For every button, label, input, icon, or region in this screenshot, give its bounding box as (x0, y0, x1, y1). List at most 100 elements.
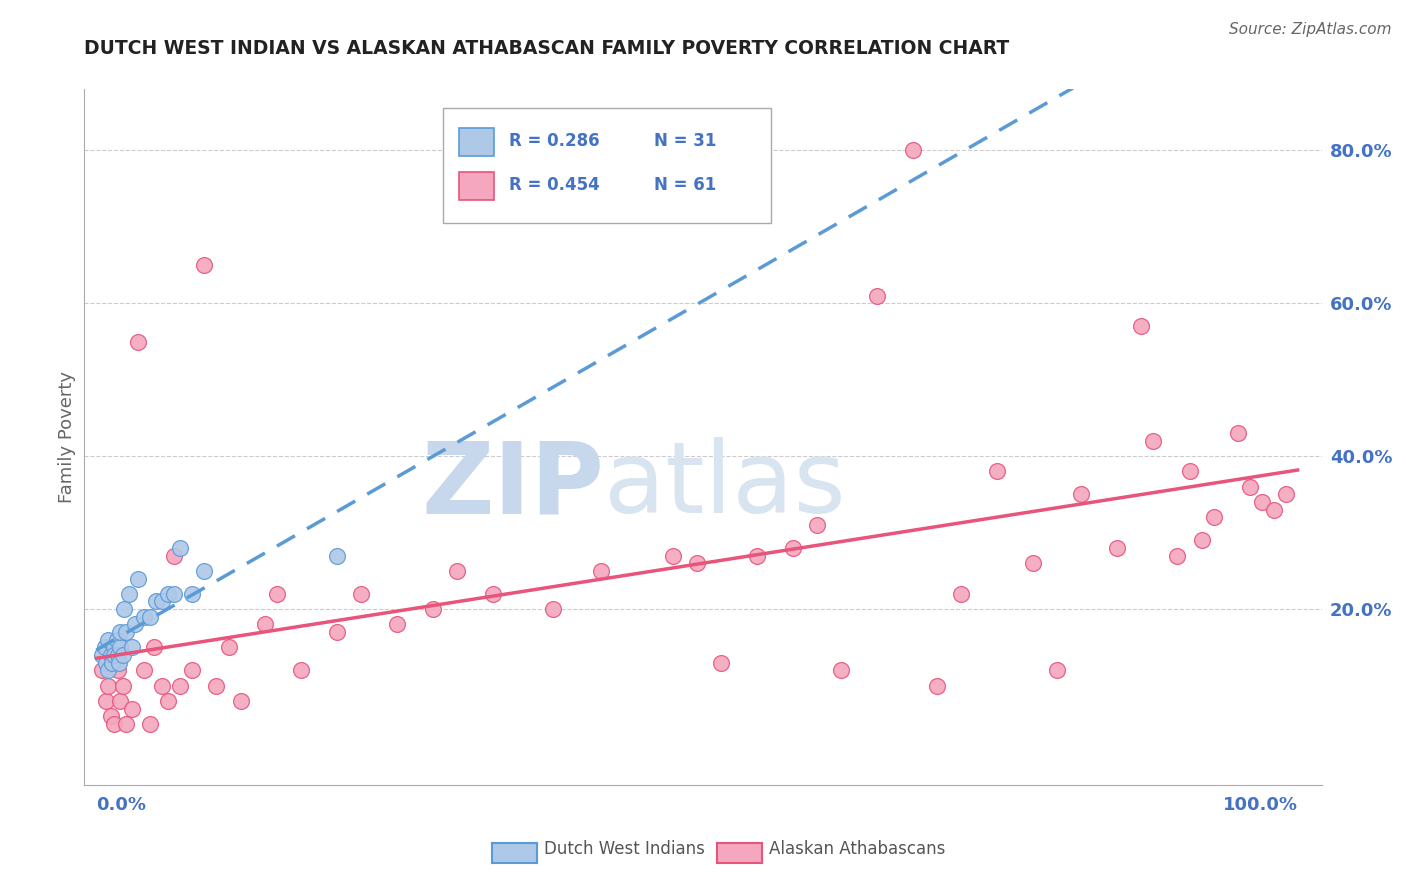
Text: Source: ZipAtlas.com: Source: ZipAtlas.com (1229, 22, 1392, 37)
Point (710, 656, 733, 670)
Point (139, 716, 162, 731)
Point (541, 602, 564, 616)
Point (350, 587, 373, 601)
Point (385, 617, 408, 632)
Point (266, 587, 288, 601)
Point (111, 679, 134, 693)
Point (782, 541, 804, 555)
Point (866, 288, 889, 302)
Text: R = 0.454: R = 0.454 (509, 176, 599, 194)
Point (1191, 533, 1213, 548)
Point (950, 587, 973, 601)
Point (481, 587, 503, 601)
Point (325, 549, 347, 563)
Bar (460, 128, 494, 156)
Point (422, 602, 444, 616)
Point (110, 640, 132, 655)
Point (290, 663, 312, 677)
Point (927, 679, 949, 693)
Point (157, 587, 180, 601)
Point (103, 716, 125, 731)
Text: Alaskan Athabascans: Alaskan Athabascans (769, 840, 945, 858)
Point (145, 594, 167, 608)
Point (103, 648, 125, 662)
Point (205, 679, 228, 693)
Point (110, 694, 132, 708)
Point (134, 609, 156, 624)
Point (903, 144, 925, 158)
Point (193, 564, 215, 578)
Point (97, 632, 120, 647)
Point (94, 656, 117, 670)
Point (139, 609, 162, 624)
Point (111, 648, 134, 662)
Point (986, 465, 1008, 479)
Point (107, 648, 129, 662)
Point (169, 541, 191, 555)
Point (1046, 663, 1069, 677)
Point (662, 549, 685, 563)
Point (100, 648, 122, 662)
Point (143, 640, 166, 655)
Point (1178, 465, 1201, 479)
Point (1239, 480, 1261, 494)
Point (108, 656, 131, 670)
Point (127, 572, 149, 586)
Point (152, 679, 174, 693)
Point (110, 625, 132, 640)
Point (112, 602, 135, 616)
Point (1250, 495, 1272, 509)
Point (1130, 319, 1153, 334)
Text: 0.0%: 0.0% (97, 797, 146, 814)
Point (103, 640, 125, 655)
Point (105, 632, 128, 647)
Point (830, 663, 852, 677)
Point (686, 556, 709, 570)
Point (94, 694, 117, 708)
Point (181, 663, 204, 677)
Point (218, 640, 240, 655)
Point (325, 625, 347, 640)
Point (91, 648, 114, 662)
Point (1263, 502, 1285, 516)
Point (1202, 510, 1225, 524)
Point (163, 587, 186, 601)
Point (121, 640, 143, 655)
Point (97, 663, 120, 677)
Point (134, 663, 156, 677)
Point (193, 258, 215, 272)
Text: N = 31: N = 31 (654, 132, 716, 150)
Point (229, 694, 252, 708)
Text: DUTCH WEST INDIAN VS ALASKAN ATHABASCAN FAMILY POVERTY CORRELATION CHART: DUTCH WEST INDIAN VS ALASKAN ATHABASCAN … (84, 39, 1010, 58)
Point (1226, 426, 1249, 441)
Text: atlas: atlas (605, 437, 845, 534)
Point (1166, 549, 1188, 563)
Y-axis label: Family Poverty: Family Poverty (58, 371, 76, 503)
Point (169, 679, 191, 693)
Point (124, 617, 146, 632)
Point (91, 663, 114, 677)
Point (446, 564, 468, 578)
Point (152, 594, 174, 608)
Bar (460, 172, 494, 200)
Point (115, 716, 138, 731)
Point (97, 679, 120, 693)
Point (100, 709, 122, 723)
Point (253, 617, 276, 632)
Point (181, 587, 204, 601)
Point (107, 663, 129, 677)
Point (1107, 541, 1129, 555)
Point (127, 334, 149, 349)
Point (1070, 487, 1092, 501)
Text: Dutch West Indians: Dutch West Indians (544, 840, 704, 858)
Point (121, 701, 143, 715)
Point (115, 625, 138, 640)
Point (94, 640, 117, 655)
Point (1274, 487, 1296, 501)
Point (163, 549, 186, 563)
FancyBboxPatch shape (443, 108, 770, 223)
Point (118, 587, 141, 601)
Point (589, 564, 612, 578)
Text: R = 0.286: R = 0.286 (509, 132, 599, 150)
Text: ZIP: ZIP (422, 437, 605, 534)
